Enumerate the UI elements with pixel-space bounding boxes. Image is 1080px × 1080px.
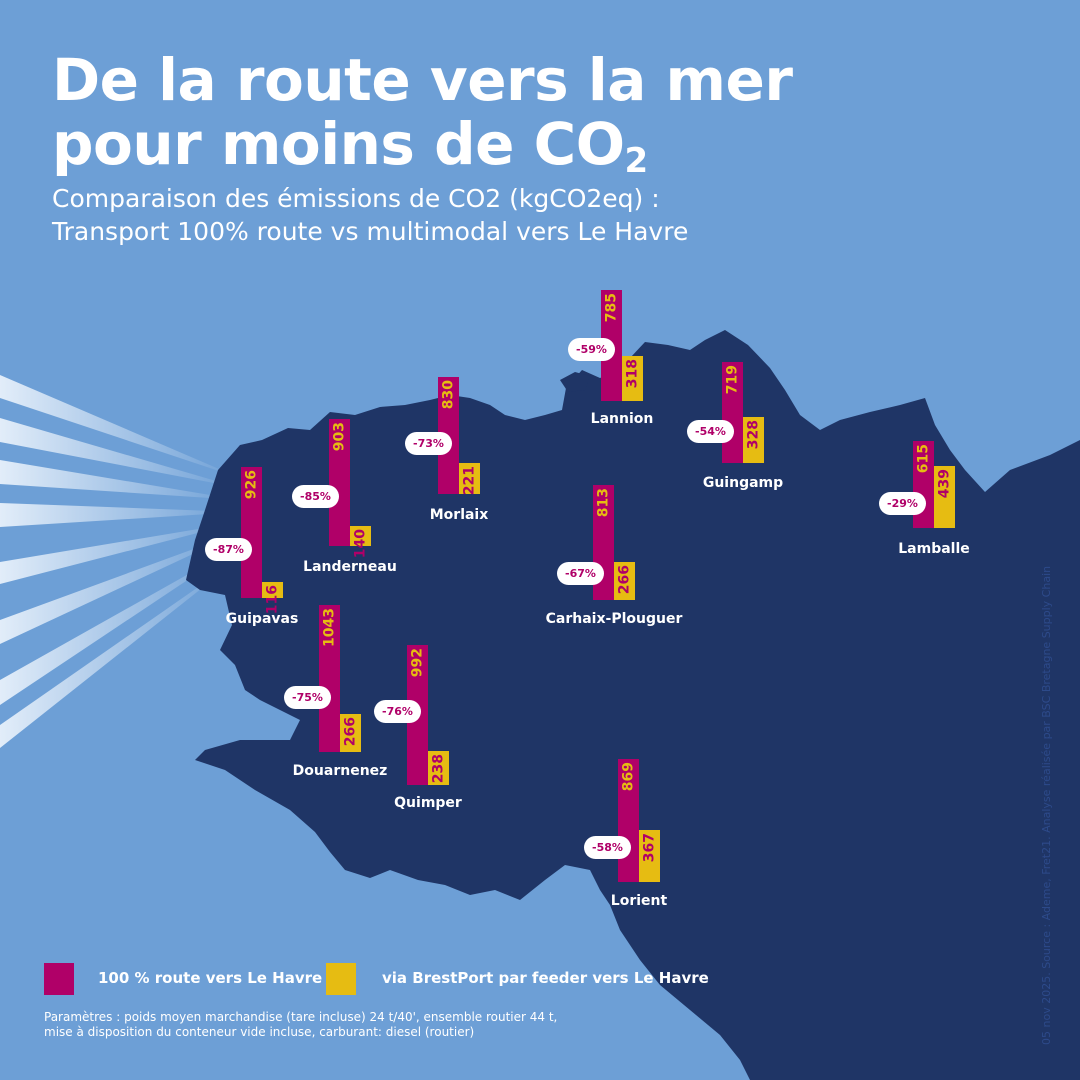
bar-sea-value-guingamp: 328 [745,419,762,449]
bar-road-guingamp: 719 [722,361,743,463]
city-label-lorient: Lorient [610,893,668,909]
bar-road-value-lamballe: 615 [915,444,932,474]
bar-road-lorient: 869 [618,759,639,882]
city-label-guingamp: Guingamp [702,475,784,491]
bar-road-value-douarnenez: 1043 [321,607,338,647]
bar-sea-value-landerneau: 140 [352,529,369,559]
reduction-badge-guipavas: -87% [205,538,252,561]
bar-sea-morlaix: 221 [459,462,480,495]
title-line-1: De la route vers la mer [52,46,793,114]
bar-road-lamballe: 615 [913,441,934,528]
legend-sea-swatch [326,963,356,995]
bar-sea-douarnenez: 266 [340,714,361,752]
bar-sea-value-lorient: 367 [641,833,658,863]
bar-sea-value-lamballe: 439 [936,469,953,499]
reduction-badge-quimper: -76% [374,700,421,723]
bar-sea-value-carhaix-plouguer: 266 [616,565,633,595]
reduction-badge-guingamp: -54% [687,420,734,443]
page-title: De la route vers la mer pour moins de CO… [52,46,793,193]
land-shape [186,330,1080,1080]
reduction-badge-landerneau: -85% [292,485,339,508]
bar-sea-value-quimper: 238 [430,754,447,784]
bar-sea-value-morlaix: 221 [461,465,478,496]
legend-road-swatch [44,963,74,995]
light-rays [0,375,240,748]
city-label-carhaix-plouguer: Carhaix-Plouguer [545,611,683,627]
legend-sea-label: via BrestPort par feeder vers Le Havre [382,969,709,987]
bar-sea-guipavas: 116 [262,581,283,614]
bar-road-guipavas: 926 [241,467,262,598]
reduction-badge-lannion: -59% [568,338,615,361]
parameters-line-2: mise à disposition du conteneur vide inc… [44,1025,475,1039]
parameters-line-1: Paramètres : poids moyen marchandise (ta… [44,1010,558,1024]
page-subtitle: Comparaison des émissions de CO2 (kgCO2e… [52,182,688,248]
bar-sea-quimper: 238 [428,751,449,785]
city-label-landerneau: Landerneau [303,559,397,575]
source-note: 05 nov 2025. Source : Ademe, Fret21. Ana… [1040,565,1053,1045]
bar-road-value-lannion: 785 [603,293,620,323]
city-label-lannion: Lannion [590,411,654,427]
subtitle-line-2: Transport 100% route vs multimodal vers … [52,217,689,246]
title-subscript: 2 [624,141,649,181]
bar-sea-lorient: 367 [639,830,660,882]
reduction-badge-carhaix-plouguer: -67% [557,562,604,585]
bar-sea-value-douarnenez: 266 [342,717,359,747]
city-label-douarnenez: Douarnenez [292,763,388,779]
bar-road-value-landerneau: 903 [331,421,348,451]
reduction-badge-lorient: -58% [584,836,631,859]
subtitle-line-1: Comparaison des émissions de CO2 (kgCO2e… [52,184,660,213]
bar-sea-carhaix-plouguer: 266 [614,562,635,600]
city-label-guipavas: Guipavas [225,611,299,627]
reduction-badge-morlaix: -73% [405,432,452,455]
bar-sea-lamballe: 439 [934,466,955,528]
bar-sea-landerneau: 140 [350,526,371,558]
bar-road-value-lorient: 869 [620,762,637,792]
title-line-2: pour moins de CO2 [52,112,792,193]
bar-road-value-quimper: 992 [409,648,426,678]
bar-road-landerneau: 903 [329,418,350,546]
city-label-quimper: Quimper [394,795,462,811]
bar-road-value-guipavas: 926 [243,470,260,500]
bar-road-douarnenez: 1043 [319,604,340,752]
reduction-badge-lamballe: -29% [879,492,926,515]
parameters-note: Paramètres : poids moyen marchandise (ta… [44,1010,557,1040]
title-line-2-text: pour moins de CO [52,110,625,178]
small-island [560,372,590,392]
bar-road-value-carhaix-plouguer: 813 [595,488,612,518]
bar-sea-value-lannion: 318 [624,359,641,389]
bar-sea-lannion: 318 [622,356,643,401]
bar-road-value-morlaix: 830 [440,379,457,410]
city-label-lamballe: Lamballe [898,541,970,557]
bar-sea-guingamp: 328 [743,416,764,463]
city-label-morlaix: Morlaix [429,507,489,523]
legend-road-label: 100 % route vers Le Havre [98,969,323,987]
bar-road-value-guingamp: 719 [724,364,741,394]
reduction-badge-douarnenez: -75% [284,686,331,709]
